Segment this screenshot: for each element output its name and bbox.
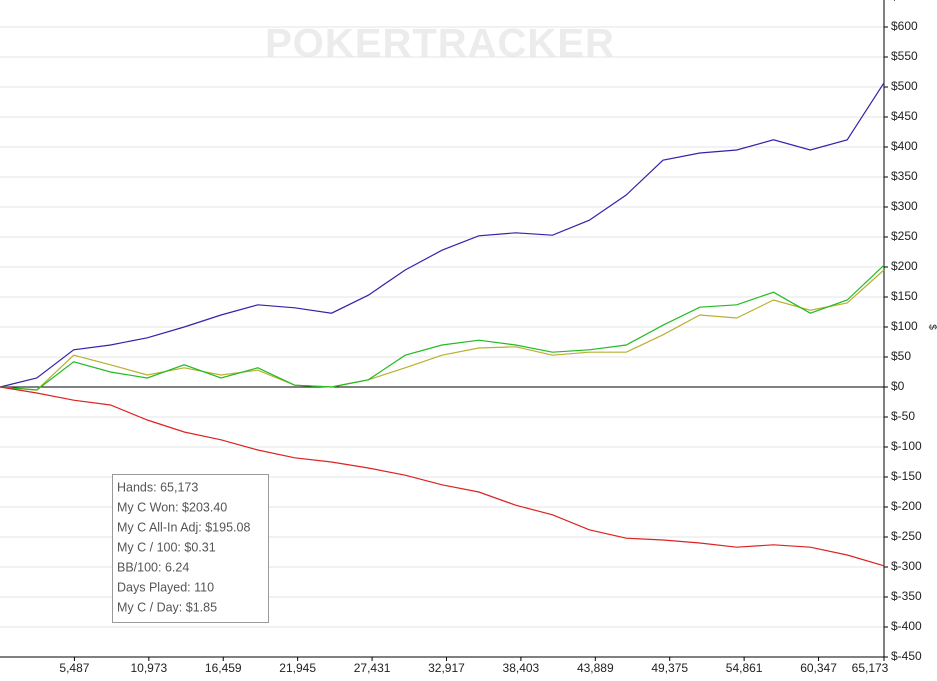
y-tick-label: $650: [891, 0, 918, 3]
y-tick-label: $450: [891, 109, 918, 123]
y-tick-label: $0: [891, 379, 905, 393]
y-tick-label: $-450: [891, 649, 922, 663]
stats-box-frame: [112, 474, 269, 623]
y-tick-label: $150: [891, 289, 918, 303]
series-line: [0, 264, 885, 391]
y-tick-label: $-300: [891, 559, 922, 573]
stats-line: Days Played: 110: [117, 580, 214, 594]
y-tick-label: $500: [891, 79, 918, 93]
stats-line: BB/100: 6.24: [117, 560, 189, 574]
x-tick-label: 21,945: [279, 661, 316, 675]
x-tick-label: 43,889: [577, 661, 614, 675]
y-tick-label: $-200: [891, 499, 922, 513]
y-tick-label: $300: [891, 199, 918, 213]
y-tick-label: $-400: [891, 619, 922, 633]
y-tick-label: $600: [891, 19, 918, 33]
y-axis-label: $: [926, 324, 937, 330]
y-tick-label: $550: [891, 49, 918, 63]
series-line: [0, 82, 885, 388]
watermark: POKERTRACKER: [265, 22, 615, 66]
y-tick-label: $-100: [891, 439, 922, 453]
x-tick-label: 27,431: [354, 661, 391, 675]
y-tick-label: $-150: [891, 469, 922, 483]
y-tick-label: $200: [891, 259, 918, 273]
y-tick-label: $250: [891, 229, 918, 243]
y-tick-label: $400: [891, 139, 918, 153]
x-tick-label: 38,403: [503, 661, 540, 675]
stats-line: My C / Day: $1.85: [117, 600, 217, 614]
x-tick-label: 65,173: [852, 661, 889, 675]
y-tick-label: $50: [891, 349, 911, 363]
x-tick-label: 49,375: [651, 661, 688, 675]
x-tick-label: 10,973: [130, 661, 167, 675]
x-tick-label: 5,487: [59, 661, 89, 675]
y-tick-label: $100: [891, 319, 918, 333]
x-tick-label: 32,917: [428, 661, 465, 675]
x-tick-label: 16,459: [205, 661, 242, 675]
y-tick-label: $350: [891, 169, 918, 183]
stats-line: Hands: 65,173: [117, 480, 198, 494]
y-tick-label: $-250: [891, 529, 922, 543]
series-line: [0, 269, 885, 391]
series-line: [0, 386, 885, 567]
stats-line: My C / 100: $0.31: [117, 540, 216, 554]
x-tick-label: 54,861: [726, 661, 763, 675]
x-tick-label: 60,347: [800, 661, 837, 675]
stats-line: My C All-In Adj: $195.08: [117, 520, 250, 534]
stats-line: My C Won: $203.40: [117, 500, 227, 514]
y-tick-label: $-350: [891, 589, 922, 603]
y-tick-label: $-50: [891, 409, 915, 423]
stats-box: Hands: 65,173 My C Won: $203.40 My C All-I…: [112, 474, 269, 623]
